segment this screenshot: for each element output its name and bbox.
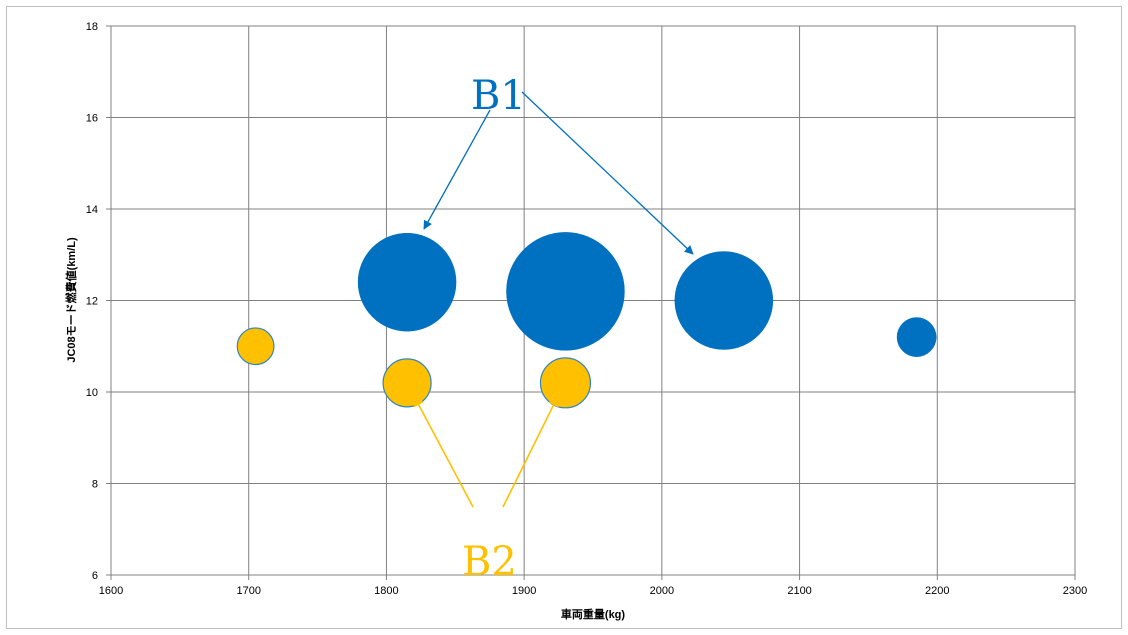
annotation-arrows bbox=[413, 91, 694, 508]
x-tick-label: 1900 bbox=[512, 585, 536, 597]
bubble-series1-point-4 bbox=[896, 317, 937, 357]
y-tick-label: 14 bbox=[86, 204, 98, 216]
bubble-series1-point-3 bbox=[674, 251, 774, 350]
bubble-series1-point-2 bbox=[506, 232, 625, 351]
y-tick-label: 6 bbox=[92, 570, 98, 582]
tick-labels: 1600 1700 1800 1900 2000 2100 2200 2300 6 8 10 12 14… bbox=[86, 21, 1087, 597]
y-tick-label: 18 bbox=[86, 21, 98, 33]
x-tick-label: 2300 bbox=[1063, 585, 1087, 597]
bubble-series1-point-1 bbox=[357, 232, 457, 332]
x-tick-label: 2200 bbox=[925, 585, 949, 597]
x-tick-label: 2100 bbox=[787, 585, 811, 597]
x-axis-title: 車両重量(kg) bbox=[561, 607, 625, 621]
b2-arrow-left bbox=[413, 395, 474, 508]
bubble-series2-point-1 bbox=[236, 327, 275, 366]
y-tick-label: 12 bbox=[86, 296, 98, 308]
x-tick-label: 1700 bbox=[236, 585, 260, 597]
x-tick-label: 2000 bbox=[650, 585, 674, 597]
x-tick-label: 1600 bbox=[99, 585, 123, 597]
bubble-series2-point-3 bbox=[539, 357, 592, 409]
x-tick-label: 1800 bbox=[374, 585, 398, 597]
b1-arrow-right bbox=[521, 91, 694, 255]
annotation-b2: B2 bbox=[462, 539, 517, 585]
y-axis-title: JC08モード燃費値(km/L) bbox=[64, 237, 78, 363]
bubble-series2-point-2 bbox=[382, 358, 432, 408]
y-tick-label: 10 bbox=[86, 387, 98, 399]
annotation-b1: B1 bbox=[471, 73, 526, 119]
b2-arrow-right bbox=[502, 394, 559, 508]
y-tick-label: 8 bbox=[92, 479, 98, 491]
b1-arrow-left bbox=[423, 109, 491, 230]
y-tick-label: 16 bbox=[86, 113, 98, 125]
bubbles bbox=[236, 232, 937, 409]
